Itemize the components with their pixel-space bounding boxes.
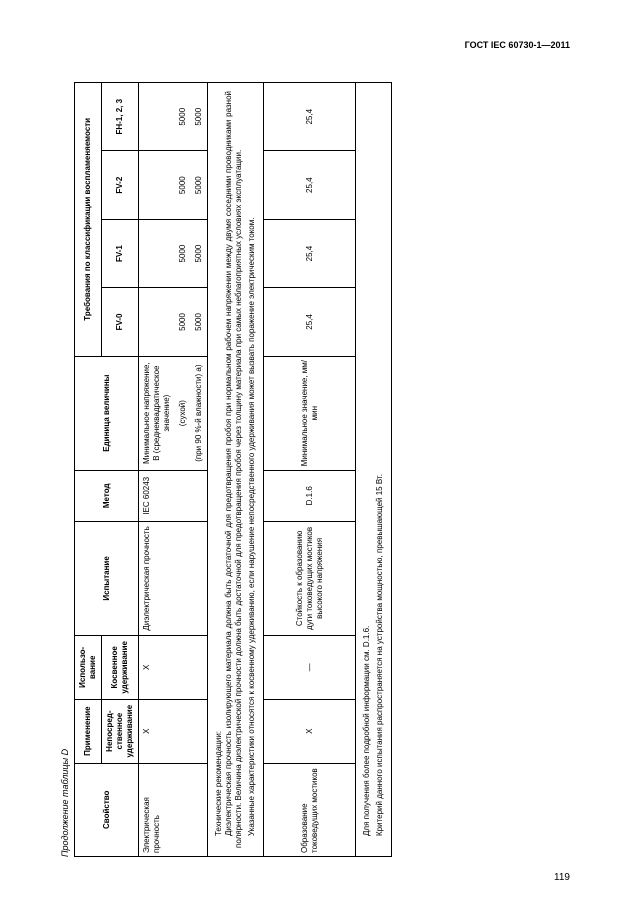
arc-fv0: 25,4 (264, 288, 356, 356)
note-p2: Указанные характеристики относятся к кос… (247, 91, 257, 848)
note-title: Технические рекомендации: (214, 91, 224, 848)
arc-ed: Минимальное значение, мм/мин (264, 356, 356, 470)
arc-fv2: 25,4 (264, 151, 356, 219)
ep-ed-l1: Минимальное напряжение, В (среднеквадрат… (139, 356, 176, 470)
ep-ed-l2: (сухой) (175, 356, 191, 470)
arc-fv1: 25,4 (264, 219, 356, 287)
th-primenenie: Применение (75, 699, 102, 763)
th-fv1: FV-1 (102, 219, 139, 287)
th-metod: Метод (75, 470, 139, 521)
page-number: 119 (554, 872, 570, 883)
row-ep-1: Электрическая прочность X X Диэлектричес… (139, 83, 176, 857)
table-caption: Продолжение таблицы D (60, 82, 70, 857)
ep-v-fh-2: 5000 (191, 83, 208, 151)
table-d: Свойство Применение Использо­вание Испыт… (74, 82, 392, 857)
th-neposr: Непосред­ственное удерживание (102, 699, 139, 763)
footer-l2: Критерий данного испытания распространяе… (375, 91, 385, 848)
ep-svoistvo: Электрическая прочность (139, 763, 208, 856)
ep-metod: IEC 60243 (139, 470, 208, 521)
ep-ispyt: Диэлектрическая прочность (139, 521, 208, 635)
arc-metod: D.1.6 (264, 470, 356, 521)
ep-v-fh-1: 5000 (175, 83, 191, 151)
ep-prim: X (139, 699, 208, 763)
note-p1: Диэлектрическая прочность изолирующего м… (224, 91, 244, 848)
ep-v-fv0-1: 5000 (175, 288, 191, 356)
th-edinitsa: Единица величины (75, 356, 139, 470)
ep-v-fv2-1: 5000 (175, 151, 191, 219)
row-footer: Для получения более подробной информации… (356, 83, 392, 857)
arc-fh: 25,4 (264, 83, 356, 151)
ep-ed-l3: (при 90 %-й влажности) a) (191, 356, 208, 470)
th-ispytanie: Испытание (75, 521, 139, 635)
th-kosv: Косвенное удерживание (102, 635, 139, 699)
arc-prim: X (264, 699, 356, 763)
ep-v-fv1-1: 5000 (175, 219, 191, 287)
doc-header: ГОСТ IEC 60730-1—2011 (465, 40, 570, 50)
arc-isp: — (264, 635, 356, 699)
th-trebovaniya: Требования по классификации воспламеняем… (75, 83, 102, 357)
arc-svoistvo: Образование токоведущих мостиков (264, 763, 356, 856)
ep-v-fv1-2: 5000 (191, 219, 208, 287)
footer-l1: Для получения более подробной информации… (362, 91, 372, 848)
th-fv0: FV-0 (102, 288, 139, 356)
ep-v-fv0-2: 5000 (191, 288, 208, 356)
th-fh: FH-1, 2, 3 (102, 83, 139, 151)
row-arc: Образование токоведущих мостиков X — Сто… (264, 83, 356, 857)
ep-v-fv2-2: 5000 (191, 151, 208, 219)
th-fv2: FV-2 (102, 151, 139, 219)
ep-isp: X (139, 635, 208, 699)
th-svoistvo: Свойство (75, 763, 139, 856)
row-note: Технические рекомендации: Диэлектрическа… (208, 83, 264, 857)
arc-ispyt: Стойкость к образованию дуги токоведущих… (264, 521, 356, 635)
th-ispolzovanie: Использо­вание (75, 635, 102, 699)
header-row-1: Свойство Применение Использо­вание Испыт… (75, 83, 102, 857)
